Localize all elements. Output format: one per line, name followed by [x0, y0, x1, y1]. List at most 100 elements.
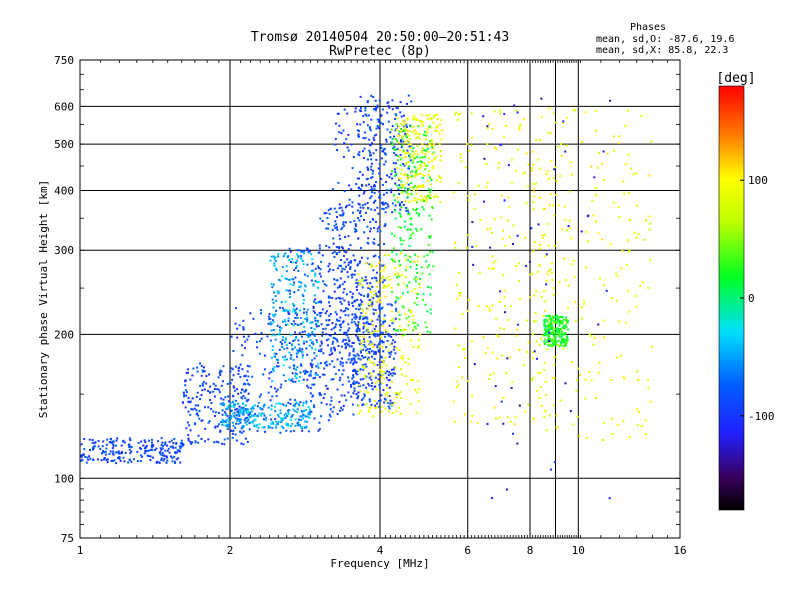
data-point [369, 151, 372, 154]
data-point [392, 320, 395, 323]
data-point [161, 451, 164, 454]
data-point [342, 214, 345, 217]
data-point [630, 167, 633, 170]
data-point [303, 273, 306, 276]
data-point [389, 343, 392, 346]
data-point [237, 422, 240, 425]
data-point [502, 422, 505, 425]
data-point [358, 292, 361, 295]
data-point [332, 406, 335, 409]
data-point [237, 369, 240, 372]
data-point [627, 310, 630, 313]
data-point [566, 339, 569, 342]
data-point [564, 382, 567, 385]
data-point [349, 266, 352, 269]
data-point [363, 336, 366, 339]
data-point [411, 118, 414, 121]
data-point [402, 183, 405, 186]
data-point [374, 325, 377, 328]
data-point [355, 307, 358, 310]
data-point [377, 333, 380, 336]
data-point [373, 333, 376, 336]
data-point [312, 377, 315, 380]
data-point [341, 267, 344, 270]
data-point [310, 269, 313, 272]
data-point [112, 453, 115, 456]
data-point [307, 251, 310, 254]
data-point [272, 422, 275, 425]
data-point [357, 273, 360, 276]
data-point [539, 372, 542, 375]
data-point [394, 267, 397, 270]
data-point [269, 321, 272, 324]
data-point [366, 101, 369, 104]
data-point [231, 378, 234, 381]
data-point [298, 349, 301, 352]
data-point [240, 442, 243, 445]
data-point [401, 137, 404, 140]
data-point [247, 417, 250, 420]
data-point [431, 206, 434, 209]
data-point [372, 241, 375, 244]
data-point [314, 372, 317, 375]
data-point [286, 323, 289, 326]
data-point [201, 369, 204, 372]
data-point [223, 438, 226, 441]
data-point [202, 381, 205, 384]
data-point [189, 378, 192, 381]
data-point [247, 382, 250, 385]
data-point [362, 365, 365, 368]
data-point [353, 300, 356, 303]
data-point [416, 229, 419, 232]
data-point [158, 461, 161, 464]
data-point [218, 391, 221, 394]
data-point [354, 259, 357, 262]
data-point [432, 116, 435, 119]
data-point [597, 231, 600, 234]
data-point [295, 265, 298, 268]
data-point [285, 270, 288, 273]
data-point [623, 192, 626, 195]
data-point [386, 285, 389, 288]
data-point [231, 401, 234, 404]
data-point [391, 99, 394, 102]
data-point [375, 292, 378, 295]
data-point [346, 334, 349, 337]
data-point [412, 314, 415, 317]
data-point [415, 150, 418, 153]
data-point [362, 121, 365, 124]
data-point [435, 130, 438, 133]
data-point [285, 278, 288, 281]
data-point [486, 126, 489, 129]
data-point [321, 331, 324, 334]
data-point [342, 212, 345, 215]
data-point [574, 109, 577, 112]
data-point [302, 401, 305, 404]
data-point [373, 139, 376, 142]
data-point [298, 379, 301, 382]
data-point [391, 290, 394, 293]
data-point [591, 200, 594, 203]
data-point [362, 115, 365, 118]
data-point [417, 338, 420, 341]
data-point [270, 408, 273, 411]
data-point [251, 375, 254, 378]
data-point [398, 125, 401, 128]
data-point [406, 149, 409, 152]
data-point [563, 333, 566, 336]
data-point [398, 393, 401, 396]
data-point [519, 297, 522, 300]
data-point [201, 419, 204, 422]
data-point [247, 413, 250, 416]
data-point [407, 188, 410, 191]
data-point [365, 178, 368, 181]
data-point [553, 321, 556, 324]
data-point [535, 340, 538, 343]
data-point [523, 364, 526, 367]
data-point [313, 352, 316, 355]
data-point [335, 122, 338, 125]
data-point [358, 384, 361, 387]
data-point [375, 279, 378, 282]
data-point [346, 258, 349, 261]
data-point [435, 179, 438, 182]
